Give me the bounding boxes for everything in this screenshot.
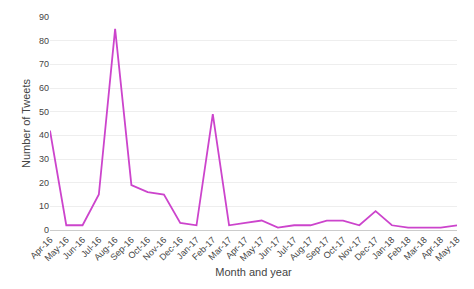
svg-text:Mar-17: Mar-17 <box>206 235 233 262</box>
svg-text:Aug-17: Aug-17 <box>287 235 315 263</box>
svg-text:Oct-17: Oct-17 <box>321 235 347 261</box>
svg-text:May-16: May-16 <box>43 235 71 263</box>
svg-text:Feb-18: Feb-18 <box>386 235 413 262</box>
svg-text:80: 80 <box>39 36 49 46</box>
svg-text:Nov-16: Nov-16 <box>141 235 169 263</box>
svg-text:Jul-17: Jul-17 <box>274 235 298 259</box>
svg-text:0: 0 <box>44 225 49 235</box>
svg-text:90: 90 <box>39 12 49 22</box>
svg-text:Sep-17: Sep-17 <box>304 235 332 263</box>
svg-text:Apr-18: Apr-18 <box>419 235 445 261</box>
svg-text:50: 50 <box>39 107 49 117</box>
svg-text:30: 30 <box>39 154 49 164</box>
svg-text:40: 40 <box>39 130 49 140</box>
svg-text:Jul-16: Jul-16 <box>79 235 103 259</box>
svg-text:Jun-16: Jun-16 <box>61 235 88 262</box>
svg-text:Mar-18: Mar-18 <box>402 235 429 262</box>
svg-text:Aug-16: Aug-16 <box>92 235 120 263</box>
svg-text:May-18: May-18 <box>433 235 461 263</box>
svg-text:Sep-16: Sep-16 <box>108 235 136 263</box>
svg-text:Nov-17: Nov-17 <box>336 235 364 263</box>
svg-text:Jan-17: Jan-17 <box>175 235 202 262</box>
svg-text:Number of Tweets: Number of Tweets <box>20 78 32 168</box>
svg-text:Oct-16: Oct-16 <box>126 235 152 261</box>
svg-text:Apr-17: Apr-17 <box>224 235 250 261</box>
svg-text:60: 60 <box>39 83 49 93</box>
svg-text:Jan-18: Jan-18 <box>370 235 397 262</box>
svg-text:10: 10 <box>39 201 49 211</box>
svg-text:Dec-16: Dec-16 <box>157 235 185 263</box>
svg-text:Apr-16: Apr-16 <box>28 235 54 261</box>
svg-text:Dec-17: Dec-17 <box>353 235 381 263</box>
svg-text:Month and year: Month and year <box>215 266 292 278</box>
svg-text:Feb-17: Feb-17 <box>190 235 217 262</box>
svg-text:70: 70 <box>39 59 49 69</box>
svg-text:May-17: May-17 <box>238 235 266 263</box>
svg-text:Jun-17: Jun-17 <box>256 235 283 262</box>
svg-text:20: 20 <box>39 178 49 188</box>
